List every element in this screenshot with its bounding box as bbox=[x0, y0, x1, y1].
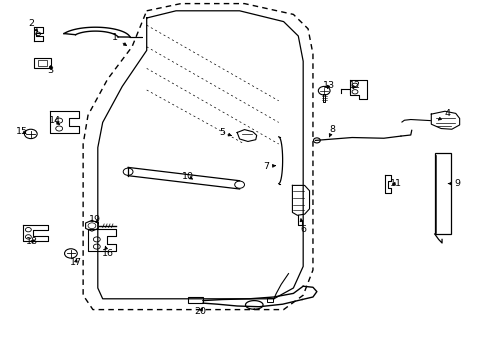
Text: 7: 7 bbox=[263, 162, 275, 171]
Text: 10: 10 bbox=[182, 172, 194, 181]
Text: 15: 15 bbox=[16, 127, 28, 136]
Text: 12: 12 bbox=[348, 81, 360, 90]
Text: 6: 6 bbox=[300, 219, 305, 234]
Text: 5: 5 bbox=[219, 128, 231, 137]
Text: 20: 20 bbox=[194, 307, 206, 316]
Text: 3: 3 bbox=[47, 66, 53, 75]
Text: 16: 16 bbox=[102, 246, 113, 258]
Text: 11: 11 bbox=[389, 179, 401, 188]
Text: 2: 2 bbox=[29, 19, 38, 32]
Text: 19: 19 bbox=[89, 215, 101, 224]
Text: 18: 18 bbox=[26, 238, 38, 246]
Text: 14: 14 bbox=[49, 116, 61, 125]
Text: 9: 9 bbox=[447, 179, 459, 188]
Text: 4: 4 bbox=[438, 109, 449, 120]
Text: 13: 13 bbox=[322, 81, 334, 90]
Text: 1: 1 bbox=[112, 33, 126, 45]
Text: 17: 17 bbox=[70, 258, 81, 267]
Text: 8: 8 bbox=[328, 125, 335, 137]
